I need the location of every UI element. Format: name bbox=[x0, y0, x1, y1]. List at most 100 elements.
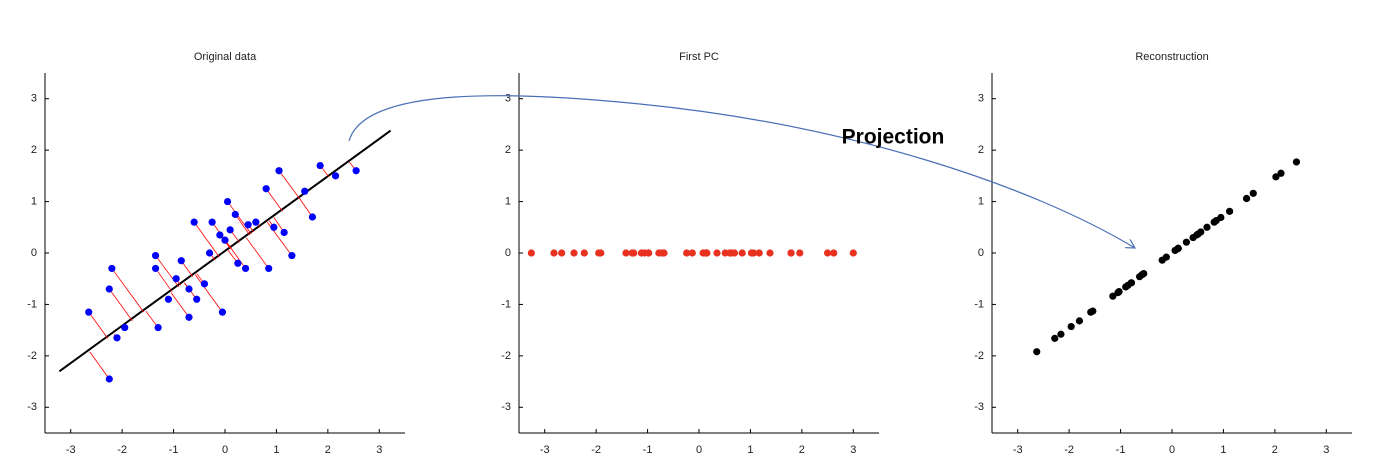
point bbox=[105, 375, 113, 383]
point bbox=[234, 259, 242, 267]
point bbox=[177, 257, 185, 265]
projection-segment bbox=[108, 288, 133, 322]
x-tick-label: 2 bbox=[799, 444, 805, 456]
y-tick-label: 3 bbox=[978, 93, 984, 105]
point bbox=[1197, 228, 1205, 236]
point bbox=[713, 249, 721, 257]
y-tick-label: -1 bbox=[27, 298, 37, 310]
point bbox=[190, 218, 198, 226]
point bbox=[1089, 307, 1097, 315]
x-tick-label: -1 bbox=[1116, 444, 1126, 456]
x-tick-label: 1 bbox=[273, 444, 279, 456]
x-tick-label: 3 bbox=[850, 444, 856, 456]
point bbox=[1182, 238, 1190, 246]
x-tick-label: -2 bbox=[591, 444, 601, 456]
y-tick-label: -1 bbox=[974, 298, 984, 310]
y-tick-label: 1 bbox=[505, 195, 511, 207]
annotation: Projection bbox=[842, 126, 945, 149]
y-tick-label: 1 bbox=[978, 195, 984, 207]
chart-title: Original data bbox=[194, 51, 257, 63]
point bbox=[1203, 223, 1211, 231]
plots: Original data -3 -2 -1 0 1 2 3 -3 -2 -1 0 1 2 3 First P… bbox=[27, 51, 1352, 456]
point bbox=[252, 218, 260, 226]
point bbox=[226, 226, 234, 234]
point bbox=[1051, 334, 1059, 342]
y-tick-label: -1 bbox=[501, 298, 511, 310]
point bbox=[550, 249, 558, 257]
projection-segment bbox=[111, 268, 145, 313]
x-tick-label: 1 bbox=[747, 444, 753, 456]
point bbox=[113, 334, 121, 342]
projection-segment bbox=[278, 170, 300, 199]
point bbox=[288, 251, 296, 260]
point bbox=[244, 221, 252, 229]
point bbox=[316, 161, 324, 170]
projection-segment bbox=[193, 221, 220, 258]
point bbox=[1174, 244, 1182, 252]
x-tick-label: 0 bbox=[1169, 444, 1175, 456]
point bbox=[1272, 173, 1280, 181]
y-tick-label: 0 bbox=[978, 247, 984, 259]
projection-arrow bbox=[348, 95, 1135, 248]
x-tick-label: 0 bbox=[222, 444, 228, 456]
point bbox=[1057, 330, 1065, 338]
point bbox=[558, 249, 566, 257]
projection-segment bbox=[88, 311, 109, 339]
point bbox=[265, 264, 273, 273]
x-tick-label: -1 bbox=[169, 444, 179, 456]
point bbox=[108, 264, 116, 273]
point bbox=[270, 223, 278, 231]
y-tick-label: 3 bbox=[505, 93, 511, 105]
point bbox=[231, 210, 239, 219]
point bbox=[121, 323, 129, 332]
x-tick-label: -2 bbox=[117, 444, 127, 456]
point bbox=[172, 275, 180, 283]
point bbox=[1277, 169, 1285, 177]
x-tick-label: -1 bbox=[643, 444, 653, 456]
y-tick-label: 0 bbox=[31, 247, 37, 259]
x-tick-label: 0 bbox=[696, 444, 702, 456]
point bbox=[1217, 213, 1225, 222]
point bbox=[738, 249, 746, 257]
x-tick-label: -3 bbox=[1013, 444, 1023, 456]
point bbox=[787, 249, 795, 257]
point bbox=[218, 308, 227, 316]
y-tick-label: 2 bbox=[505, 144, 511, 156]
y-tick-label: 2 bbox=[978, 144, 984, 156]
point bbox=[1138, 271, 1146, 279]
x-tick-label: -2 bbox=[1064, 444, 1074, 456]
point bbox=[570, 249, 578, 257]
chart-title: First PC bbox=[679, 51, 719, 63]
point bbox=[154, 323, 162, 332]
y-tick-label: -3 bbox=[501, 401, 511, 413]
point bbox=[164, 295, 173, 303]
point bbox=[1109, 292, 1117, 300]
point bbox=[703, 249, 711, 257]
projection-segment bbox=[170, 292, 190, 318]
x-tick-label: 3 bbox=[1323, 444, 1329, 456]
point bbox=[1189, 233, 1197, 242]
y-tick-label: 2 bbox=[31, 144, 37, 156]
point bbox=[823, 249, 832, 257]
point bbox=[151, 264, 160, 273]
point bbox=[1033, 348, 1041, 356]
point bbox=[721, 249, 729, 257]
point bbox=[1292, 158, 1301, 166]
point bbox=[352, 167, 360, 175]
point bbox=[185, 285, 193, 293]
projection-segment bbox=[227, 201, 252, 235]
point bbox=[1249, 189, 1257, 197]
point bbox=[755, 249, 763, 257]
projection-segment bbox=[230, 248, 246, 269]
y-tick-label: -2 bbox=[27, 350, 37, 362]
y-tick-label: 3 bbox=[31, 93, 37, 105]
point bbox=[830, 249, 838, 257]
point bbox=[1242, 194, 1251, 203]
point bbox=[200, 280, 209, 288]
point bbox=[527, 249, 535, 257]
point bbox=[630, 249, 638, 257]
point bbox=[1210, 218, 1218, 226]
point bbox=[280, 228, 288, 237]
x-tick-label: 2 bbox=[1272, 444, 1278, 456]
point bbox=[193, 295, 201, 303]
